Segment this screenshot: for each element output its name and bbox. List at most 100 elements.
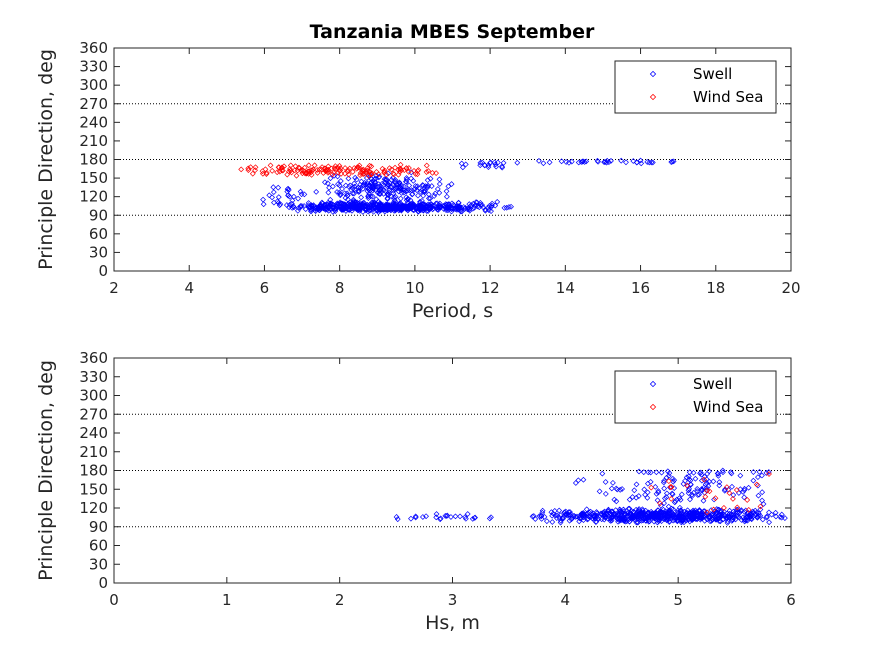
legend-label-wind-sea: Wind Sea	[693, 88, 763, 106]
point-wind-sea-95	[284, 171, 291, 178]
point-swell-399	[462, 204, 469, 211]
point-swell-273	[479, 202, 485, 208]
point-swell-183	[768, 511, 775, 518]
point-swell-582	[591, 513, 597, 520]
point-wind-sea-23	[429, 169, 436, 176]
point-wind-sea-147	[324, 167, 331, 174]
y-tick-label: 60	[89, 537, 108, 555]
point-swell-529	[631, 515, 637, 522]
point-swell-384	[453, 203, 460, 210]
point-wind-sea-139	[275, 164, 282, 171]
point-swell-710	[610, 479, 616, 486]
point-swell-208	[494, 198, 501, 205]
point-swell-839	[286, 193, 293, 200]
point-swell-791	[324, 180, 331, 187]
point-swell-643	[339, 185, 345, 192]
point-swell-557	[445, 207, 451, 214]
point-swell-703	[391, 194, 397, 201]
point-swell-598	[421, 204, 428, 211]
point-swell-800	[427, 195, 434, 202]
point-swell-668	[730, 492, 737, 498]
point-swell-628	[554, 512, 561, 519]
point-swell-874	[581, 159, 588, 165]
point-swell-654	[661, 477, 667, 484]
point-swell-560	[563, 512, 570, 518]
point-swell-648	[391, 197, 398, 204]
point-swell-828	[313, 188, 320, 195]
point-wind-sea-66	[335, 169, 341, 176]
point-swell-550	[394, 204, 401, 210]
point-swell-908	[503, 204, 510, 211]
point-swell-739	[428, 183, 435, 189]
point-swell-680	[662, 495, 668, 502]
point-swell-670	[626, 496, 633, 503]
point-swell-812	[351, 190, 357, 197]
point-swell-663	[678, 491, 685, 498]
point-wind-sea-16	[706, 488, 713, 495]
y-axis-label: Principle Direction, deg	[35, 360, 57, 581]
point-swell-562	[334, 200, 341, 207]
point-swell-575	[681, 514, 687, 520]
point-swell-466	[486, 203, 493, 209]
point-swell-635	[626, 505, 633, 512]
point-swell-855	[477, 160, 484, 166]
point-swell-471	[585, 510, 592, 517]
legend-label-wind-sea: Wind Sea	[693, 398, 763, 416]
point-swell-554	[726, 507, 733, 514]
point-swell-713	[325, 189, 332, 196]
point-swell-529	[417, 206, 424, 212]
x-tick-label: 4	[184, 279, 194, 297]
point-swell-806	[645, 469, 652, 476]
point-swell-813	[727, 469, 734, 476]
point-swell-786	[381, 187, 387, 193]
point-swell-781	[472, 514, 478, 521]
point-swell-845	[275, 194, 282, 201]
point-swell-557	[611, 511, 618, 518]
point-swell-605	[710, 515, 717, 522]
point-swell-816	[368, 179, 375, 186]
point-swell-885	[670, 158, 677, 165]
y-tick-label: 330	[79, 368, 108, 386]
point-swell-555	[467, 203, 474, 210]
y-tick-label: 150	[79, 480, 108, 498]
point-wind-sea-13	[721, 504, 727, 511]
point-swell-728	[403, 175, 410, 181]
x-tick-label: 4	[561, 591, 571, 609]
point-wind-sea-0	[668, 484, 675, 490]
point-swell-208	[715, 506, 722, 513]
point-swell-737	[443, 188, 450, 195]
point-swell-278	[289, 204, 296, 211]
point-swell-651	[358, 194, 365, 201]
point-swell-696	[669, 491, 676, 498]
y-tick-label: 360	[79, 39, 108, 57]
point-swell-472	[655, 516, 662, 523]
point-swell-822	[308, 206, 314, 213]
point-swell-800	[666, 470, 673, 476]
point-swell-894	[602, 159, 608, 165]
hs-direction-plot: 0 1 2 3 4 5 6030609012015018021024027030033036…	[35, 349, 796, 634]
point-swell-583	[724, 510, 731, 517]
point-swell-735	[377, 185, 384, 192]
y-axis-label: Principle Direction, deg	[35, 49, 57, 270]
point-swell-119	[458, 208, 465, 215]
point-swell-569	[686, 512, 693, 519]
point-swell-595	[425, 208, 432, 214]
point-swell-790	[416, 185, 423, 191]
point-swell-902	[540, 160, 547, 167]
point-wind-sea-129	[373, 168, 380, 175]
point-swell-198	[529, 513, 536, 520]
point-swell-597	[451, 202, 457, 209]
point-swell-903	[604, 157, 611, 164]
point-swell-813	[412, 183, 419, 189]
point-swell-782	[442, 513, 449, 519]
point-wind-sea-120	[383, 171, 390, 178]
point-wind-sea-93	[263, 169, 270, 176]
point-swell-643	[636, 513, 643, 520]
point-swell-780	[462, 514, 468, 521]
point-wind-sea-80	[360, 171, 367, 178]
point-swell-899	[633, 159, 640, 166]
point-swell-841	[275, 184, 282, 191]
point-swell-530	[764, 513, 770, 520]
point-swell-798	[715, 470, 722, 477]
legend-marker-wind-sea	[649, 403, 657, 411]
